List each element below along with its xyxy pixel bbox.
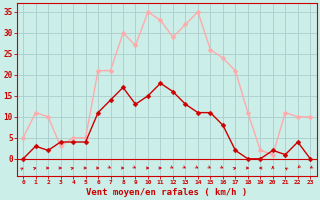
X-axis label: Vent moyen/en rafales ( km/h ): Vent moyen/en rafales ( km/h )	[86, 188, 247, 197]
